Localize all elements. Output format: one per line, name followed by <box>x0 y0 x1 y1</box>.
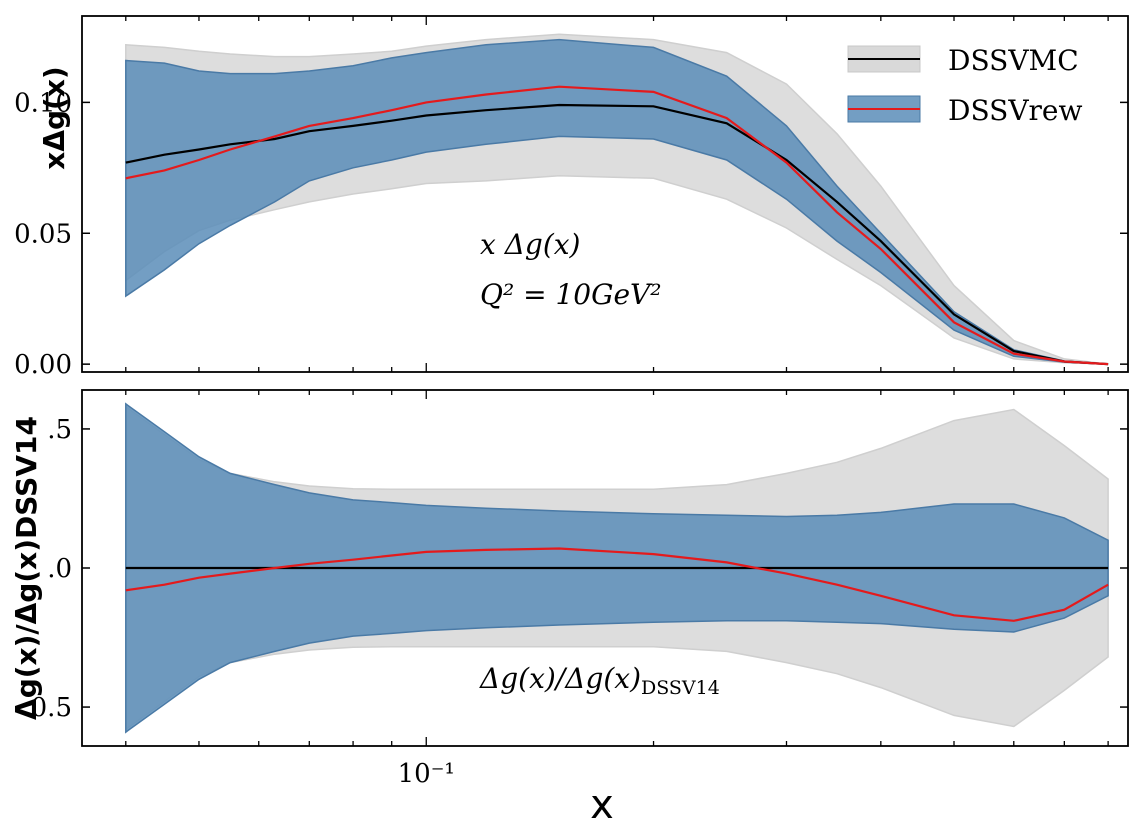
legend: DSSVMC DSSVrew <box>847 44 1082 127</box>
top-axes-frame <box>81 15 1129 373</box>
top-ylabel: xΔg(x) <box>38 66 71 169</box>
bottom-lines <box>125 547 1109 622</box>
top-ytick-label: 0.05 <box>14 219 72 249</box>
bottom-ticks: 0.5 .0 .5 10⁻¹ <box>31 390 1128 789</box>
top-dssvrew-line <box>125 85 1109 366</box>
top-lines <box>125 85 1109 366</box>
bottom-annotation: Δg(x)/Δg(x)DSSV14 <box>479 662 720 699</box>
top-bands <box>125 33 1109 365</box>
bottom-ylabel: Δg(x)/Δg(x)DSSV14 <box>10 416 43 720</box>
xtick-label: 10⁻¹ <box>398 759 455 789</box>
top-panel: 0.000.050.10 xΔg(x) x Δg(x) Q² = 10GeV² … <box>14 15 1129 380</box>
top-annotation-line1: x Δg(x) <box>480 228 580 261</box>
x-axis-label: x <box>590 782 614 828</box>
top-ytick-label: 0.00 <box>14 350 72 380</box>
legend-dssvrew-label: DSSVrew <box>948 94 1082 127</box>
legend-dssvmc-label: DSSVMC <box>948 44 1079 77</box>
top-dssvmc-line <box>125 103 1109 366</box>
bottom-ytick-label: .5 <box>47 415 72 445</box>
top-dssvrew-band <box>125 38 1109 365</box>
top-annotation-line2: Q² = 10GeV² <box>480 278 661 311</box>
top-ticks: 0.00 0.05 0.10 <box>14 16 1128 380</box>
bottom-dssvrew-line <box>125 547 1109 622</box>
top-ytick-label: 0.10 <box>14 88 72 118</box>
bottom-annotation-main: Δg(x)/Δg(x) <box>479 662 641 695</box>
bottom-ytick-label: .0 <box>47 554 72 584</box>
bottom-ytick-label: 0.5 <box>31 693 72 723</box>
bottom-panel: 0.5 .0 .5 10⁻¹ Δg(x)/Δg(x)DSSV14 Δg(x)/Δg(x… <box>10 389 1129 828</box>
bottom-annotation-sub: DSSV14 <box>641 677 720 699</box>
